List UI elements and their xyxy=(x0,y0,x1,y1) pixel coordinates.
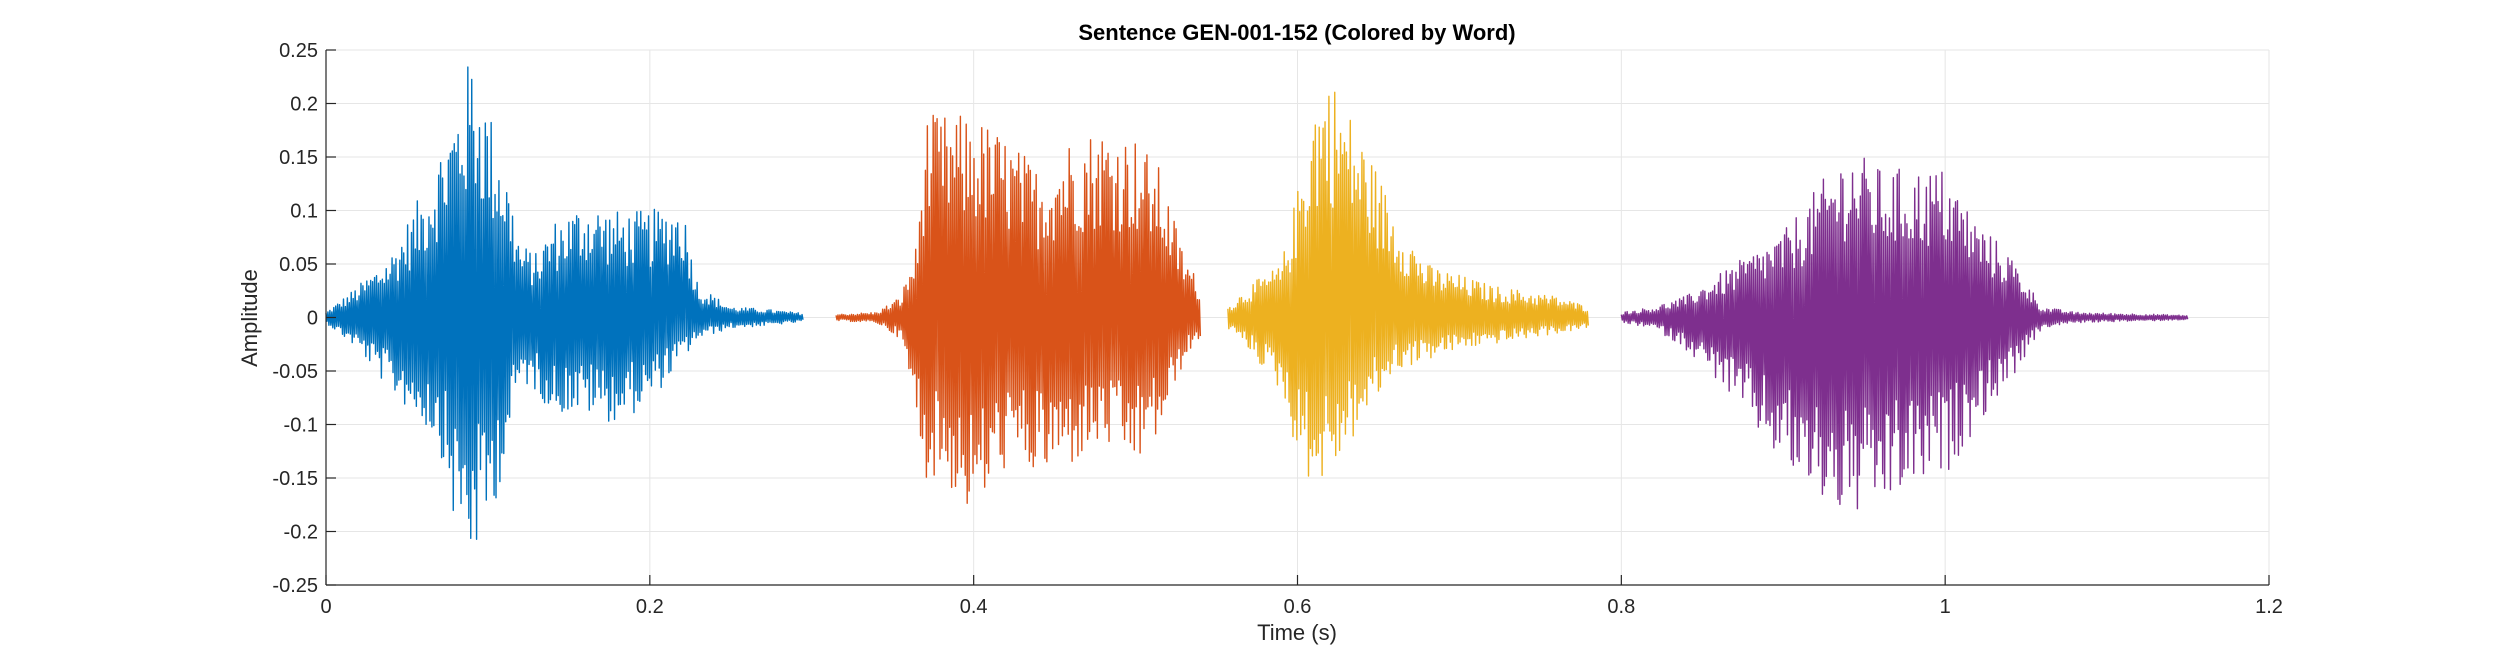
y-tick-label: 0 xyxy=(307,308,318,330)
x-tick-label: 0.4 xyxy=(960,596,988,618)
series-group xyxy=(325,66,2189,540)
series-4-waveform xyxy=(1620,157,2189,510)
series-2-waveform xyxy=(835,114,1202,505)
y-tick-label: 0.25 xyxy=(279,40,318,62)
y-tick-label: 0.2 xyxy=(290,94,318,116)
x-tick-label: 0.6 xyxy=(1284,596,1312,618)
tick-labels: 0 0.2 0.4 0.6 0.8 1 1.2 -0.25 -0.2 -0.15 -0.1 -0.05… xyxy=(272,40,2283,618)
y-axis-label: Amplitude xyxy=(237,269,262,367)
series-1-waveform xyxy=(325,66,804,540)
y-tick-label: 0.05 xyxy=(279,254,318,276)
x-tick-label: 0.8 xyxy=(1607,596,1635,618)
x-tick-label: 1.2 xyxy=(2255,596,2283,618)
y-tick-label: -0.1 xyxy=(284,415,318,437)
x-tick-label: 1 xyxy=(1940,596,1951,618)
x-tick-label: 0.2 xyxy=(636,596,664,618)
y-tick-label: -0.2 xyxy=(284,522,318,544)
x-axis-label: Time (s) xyxy=(1257,620,1337,645)
y-tick-label: -0.25 xyxy=(272,575,318,597)
y-tick-label: -0.15 xyxy=(272,468,318,490)
chart-title: Sentence GEN-001-152 (Colored by Word) xyxy=(1078,20,1515,45)
x-tick-label: 0 xyxy=(320,596,331,618)
y-tick-label: 0.15 xyxy=(279,147,318,169)
axes xyxy=(325,49,2270,586)
y-tick-label: 0.1 xyxy=(290,201,318,223)
series-3-waveform xyxy=(1227,91,1589,477)
y-tick-label: -0.05 xyxy=(272,361,318,383)
